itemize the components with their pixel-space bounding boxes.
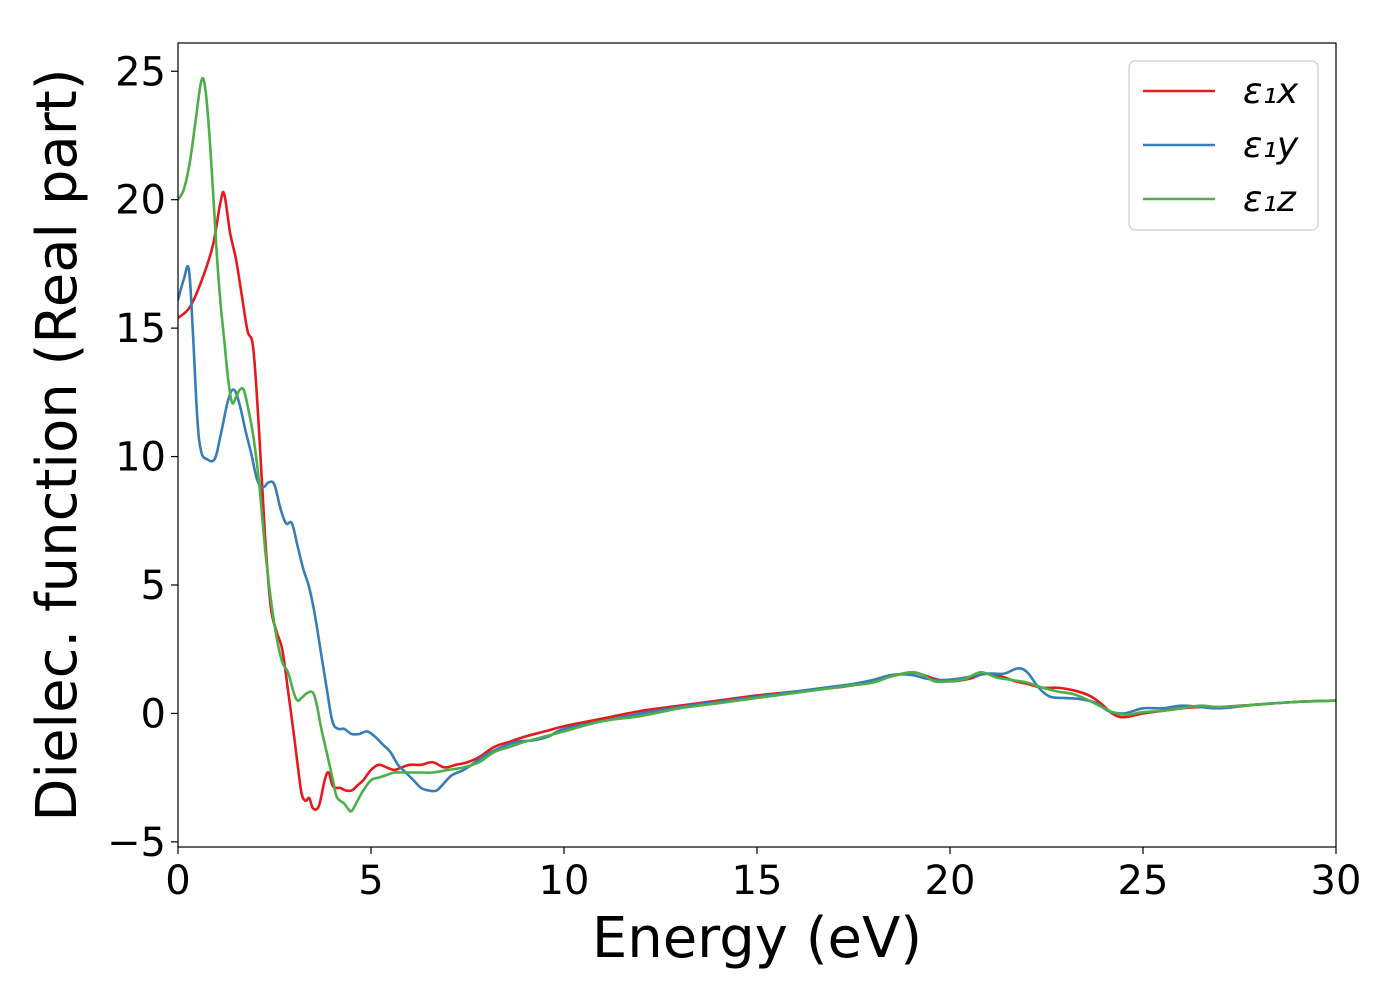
y-tick-label: 10: [115, 435, 166, 481]
y-tick-label: 5: [141, 563, 166, 609]
x-tick-label: 30: [1311, 858, 1362, 904]
y-tick-label: 25: [115, 49, 166, 95]
series-line-3: [178, 76, 1336, 813]
series-layer: [178, 76, 1336, 813]
x-tick-label: 20: [925, 858, 976, 904]
y-tick-label: 20: [115, 178, 166, 224]
legend: ε₁x ε₁y ε₁z: [1128, 60, 1319, 231]
x-tick-label: 10: [539, 858, 590, 904]
x-tick-label: 0: [165, 858, 190, 904]
legend-entries: ε₁x ε₁y ε₁z: [1143, 71, 1299, 220]
legend-label-1: ε₁x: [1243, 71, 1299, 112]
y-tick-label: −5: [107, 820, 166, 866]
x-tick-label: 5: [358, 858, 383, 904]
y-tick-label: 15: [115, 306, 166, 352]
y-axis-title: Dielec. function (Real part): [25, 68, 90, 821]
legend-box: [1128, 60, 1319, 231]
legend-label-3: ε₁z: [1243, 179, 1297, 220]
legend-label-2: ε₁y: [1243, 125, 1299, 166]
x-tick-label: 15: [732, 858, 783, 904]
x-tick-label: 25: [1118, 858, 1169, 904]
y-tick-label: 0: [141, 691, 166, 737]
x-axis-title: Energy (eV): [592, 906, 922, 971]
y-axis-ticks: −5 0 5 10 15 20 25: [107, 49, 178, 866]
x-axis-ticks: 0 5 10 15 20 25 30: [165, 847, 1361, 904]
